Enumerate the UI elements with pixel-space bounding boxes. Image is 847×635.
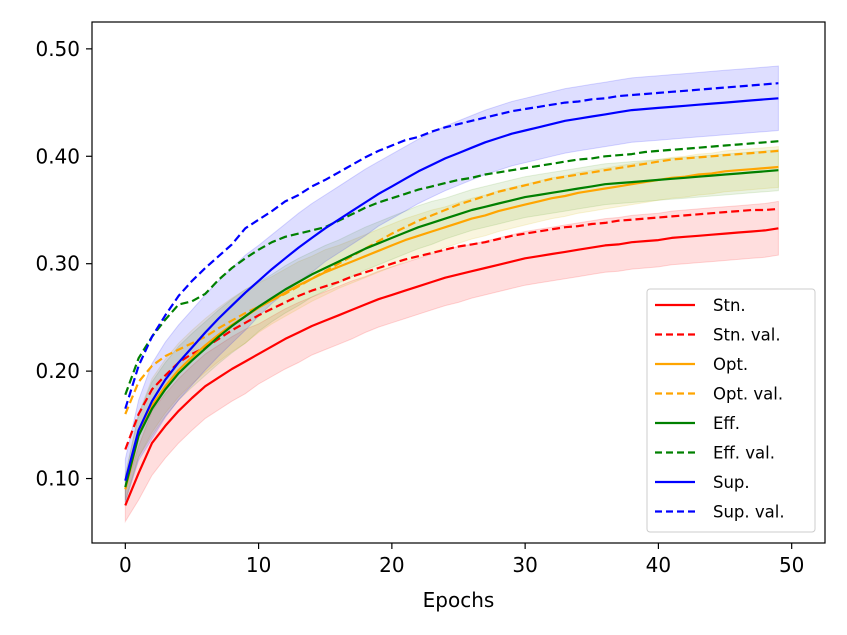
x-tick-label: 10 xyxy=(246,553,271,577)
band-stn xyxy=(124,200,779,524)
band-opt xyxy=(124,146,779,503)
y-axis: 0.10 0.20 0.30 0.40 0.50 xyxy=(35,37,92,491)
series-line-opt-val xyxy=(124,149,779,415)
x-tick-label: 40 xyxy=(646,553,671,577)
legend-label-sup: Sup. xyxy=(713,473,750,492)
series-line-sup-val xyxy=(124,82,779,410)
series-line-eff xyxy=(124,169,779,488)
x-axis-label: Epochs xyxy=(423,588,495,612)
y-tick-label: 0.10 xyxy=(35,467,80,491)
band-eff xyxy=(124,149,779,501)
legend-label-stn: Stn. xyxy=(713,296,746,315)
x-tick-label: 30 xyxy=(512,553,537,577)
legend-label-opt-val: Opt. val. xyxy=(713,385,783,404)
series-line-stn xyxy=(124,227,779,506)
series-line-stn-val xyxy=(124,207,779,450)
x-tick-label: 50 xyxy=(779,553,804,577)
x-tick-label: 20 xyxy=(379,553,404,577)
series-line-sup xyxy=(124,97,779,481)
legend-box xyxy=(646,288,816,533)
series-line-eff-val xyxy=(124,140,779,396)
legend-label-opt: Opt. xyxy=(713,355,748,374)
y-tick-label: 0.20 xyxy=(35,359,80,383)
legend: Stn. Stn. val. Opt. Opt. val. Eff. Eff. val. S… xyxy=(646,288,816,533)
x-axis: 0 10 20 30 40 50 xyxy=(119,543,804,577)
y-tick-label: 0.30 xyxy=(35,252,80,276)
legend-label-eff: Eff. xyxy=(713,414,740,433)
series-lines xyxy=(124,82,779,506)
legend-label-stn-val: Stn. val. xyxy=(713,326,781,345)
x-tick-label: 0 xyxy=(119,553,132,577)
legend-label-eff-val: Eff. val. xyxy=(713,444,775,463)
axes-frame xyxy=(91,21,826,544)
y-tick-label: 0.50 xyxy=(35,37,80,61)
y-tick-label: 0.40 xyxy=(35,144,80,168)
legend-label-sup-val: Sup. val. xyxy=(713,503,785,522)
